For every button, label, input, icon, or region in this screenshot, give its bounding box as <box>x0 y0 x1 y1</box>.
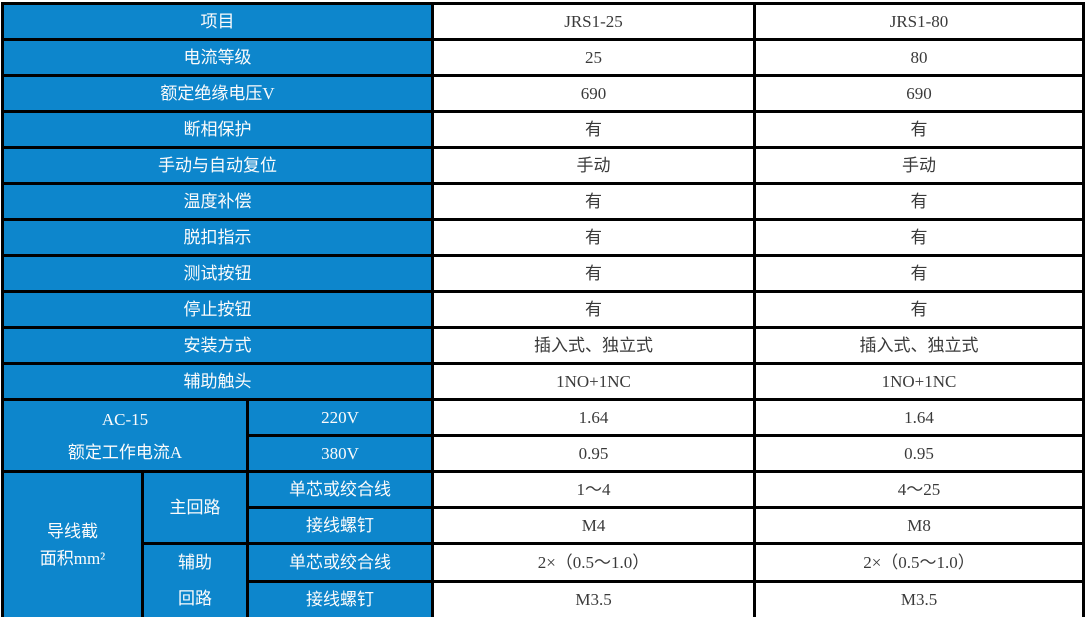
value-cell: M4 <box>431 506 757 545</box>
header-model-1-cell: JRS1-25 <box>431 2 757 41</box>
table-row: 辅助触头 1NO+1NC 1NO+1NC <box>0 362 1086 401</box>
wire-type-label-cell: 单芯或绞合线 <box>245 542 435 583</box>
value-cell: 0.95 <box>753 434 1086 473</box>
row-label-cell: 脱扣指示 <box>0 218 435 257</box>
value-cell: 插入式、独立式 <box>753 326 1086 365</box>
table-row: 导线截 面积mm² 主回路 单芯或绞合线 1～4 4～25 <box>1 470 1086 617</box>
value-cell: 有 <box>753 110 1086 149</box>
table-row: 停止按钮 有 有 <box>0 290 1086 329</box>
wire-type-label-cell: 单芯或绞合线 <box>245 470 435 509</box>
header-item-cell: 项目 <box>0 2 435 41</box>
value-cell: 0.95 <box>431 434 757 473</box>
ac15-label-line2: 额定工作电流A <box>67 442 183 462</box>
table-row: 380V 0.95 0.95 <box>3 434 1086 473</box>
wire-area-label-line2: 面积mm² <box>39 549 106 568</box>
value-cell: M8 <box>753 506 1086 545</box>
value-cell: 插入式、独立式 <box>431 326 757 365</box>
circuit-group-label-line1: 辅助 <box>178 553 212 572</box>
value-cell: 1NO+1NC <box>431 362 757 401</box>
value-cell: 1.64 <box>431 398 757 437</box>
row-label-cell: 辅助触头 <box>0 362 435 401</box>
value-cell: M3.5 <box>431 579 757 617</box>
value-cell: 手动 <box>431 146 757 185</box>
wire-type-label-cell: 接线螺钉 <box>245 506 435 545</box>
table-row: 手动与自动复位 手动 手动 <box>0 146 1086 185</box>
value-cell: 有 <box>753 290 1086 329</box>
value-cell: 有 <box>431 182 757 221</box>
voltage-label-cell: 220V <box>245 398 435 437</box>
value-cell: 有 <box>753 254 1086 293</box>
value-cell: 690 <box>753 74 1086 113</box>
circuit-group-label-cell: 主回路 <box>141 470 249 545</box>
row-label-cell: 断相保护 <box>0 110 435 149</box>
table-row: 电流等级 25 80 <box>0 38 1086 77</box>
row-label-cell: 停止按钮 <box>0 290 435 329</box>
value-cell: 有 <box>431 110 757 149</box>
table-row: 辅助 回路 单芯或绞合线 2×（0.5～1.0） 2×（0.5～1.0） <box>3 542 1086 617</box>
value-cell: M3.5 <box>753 579 1086 617</box>
value-cell: 25 <box>431 38 757 77</box>
value-cell: 有 <box>431 290 757 329</box>
row-label-cell: 测试按钮 <box>0 254 435 293</box>
table-row: AC-15 额定工作电流A 220V 1.64 1.64 <box>1 398 1086 473</box>
value-cell: 有 <box>753 218 1086 257</box>
table-row: 测试按钮 有 有 <box>0 254 1086 293</box>
circuit-group-label-line2: 回路 <box>178 589 212 608</box>
value-cell: 4～25 <box>753 470 1086 509</box>
value-cell: 有 <box>753 182 1086 221</box>
header-model-2-cell: JRS1-80 <box>753 2 1086 41</box>
table-row: 断相保护 有 有 <box>0 110 1086 149</box>
table-row: 项目 JRS1-25 JRS1-80 <box>0 2 1086 41</box>
table-row: 接线螺钉 M3.5 M3.5 <box>3 579 1086 617</box>
value-cell: 2×（0.5～1.0） <box>753 542 1086 583</box>
value-cell: 1.64 <box>753 398 1086 437</box>
value-cell: 手动 <box>753 146 1086 185</box>
row-label-cell: 电流等级 <box>0 38 435 77</box>
row-label-cell: 额定绝缘电压V <box>0 74 435 113</box>
value-cell: 80 <box>753 38 1086 77</box>
value-cell: 690 <box>431 74 757 113</box>
table-row: 温度补偿 有 有 <box>0 182 1086 221</box>
row-label-cell: 安装方式 <box>0 326 435 365</box>
table-row: 额定绝缘电压V 690 690 <box>0 74 1086 113</box>
wire-area-label-line1: 导线截 <box>47 522 98 541</box>
value-cell: 2×（0.5～1.0） <box>431 542 757 583</box>
table-row: 脱扣指示 有 有 <box>0 218 1086 257</box>
value-cell: 1NO+1NC <box>753 362 1086 401</box>
value-cell: 1～4 <box>431 470 757 509</box>
wire-type-label-cell: 接线螺钉 <box>245 579 435 617</box>
value-cell: 有 <box>431 254 757 293</box>
ac15-label-line1: AC-15 <box>101 409 149 429</box>
circuit-group-label-line1: 主回路 <box>169 497 221 517</box>
ac15-label-cell: AC-15 额定工作电流A <box>1 398 249 473</box>
circuit-group-label-cell: 辅助 回路 <box>141 542 249 617</box>
row-label-cell: 温度补偿 <box>0 182 435 221</box>
value-cell: 有 <box>431 218 757 257</box>
wire-area-label-cell: 导线截 面积mm² <box>1 470 144 617</box>
row-label-cell: 手动与自动复位 <box>0 146 435 185</box>
voltage-label-cell: 380V <box>245 434 435 473</box>
table-row: 接线螺钉 M4 M8 <box>3 506 1086 545</box>
table-row: 安装方式 插入式、独立式 插入式、独立式 <box>0 326 1086 365</box>
